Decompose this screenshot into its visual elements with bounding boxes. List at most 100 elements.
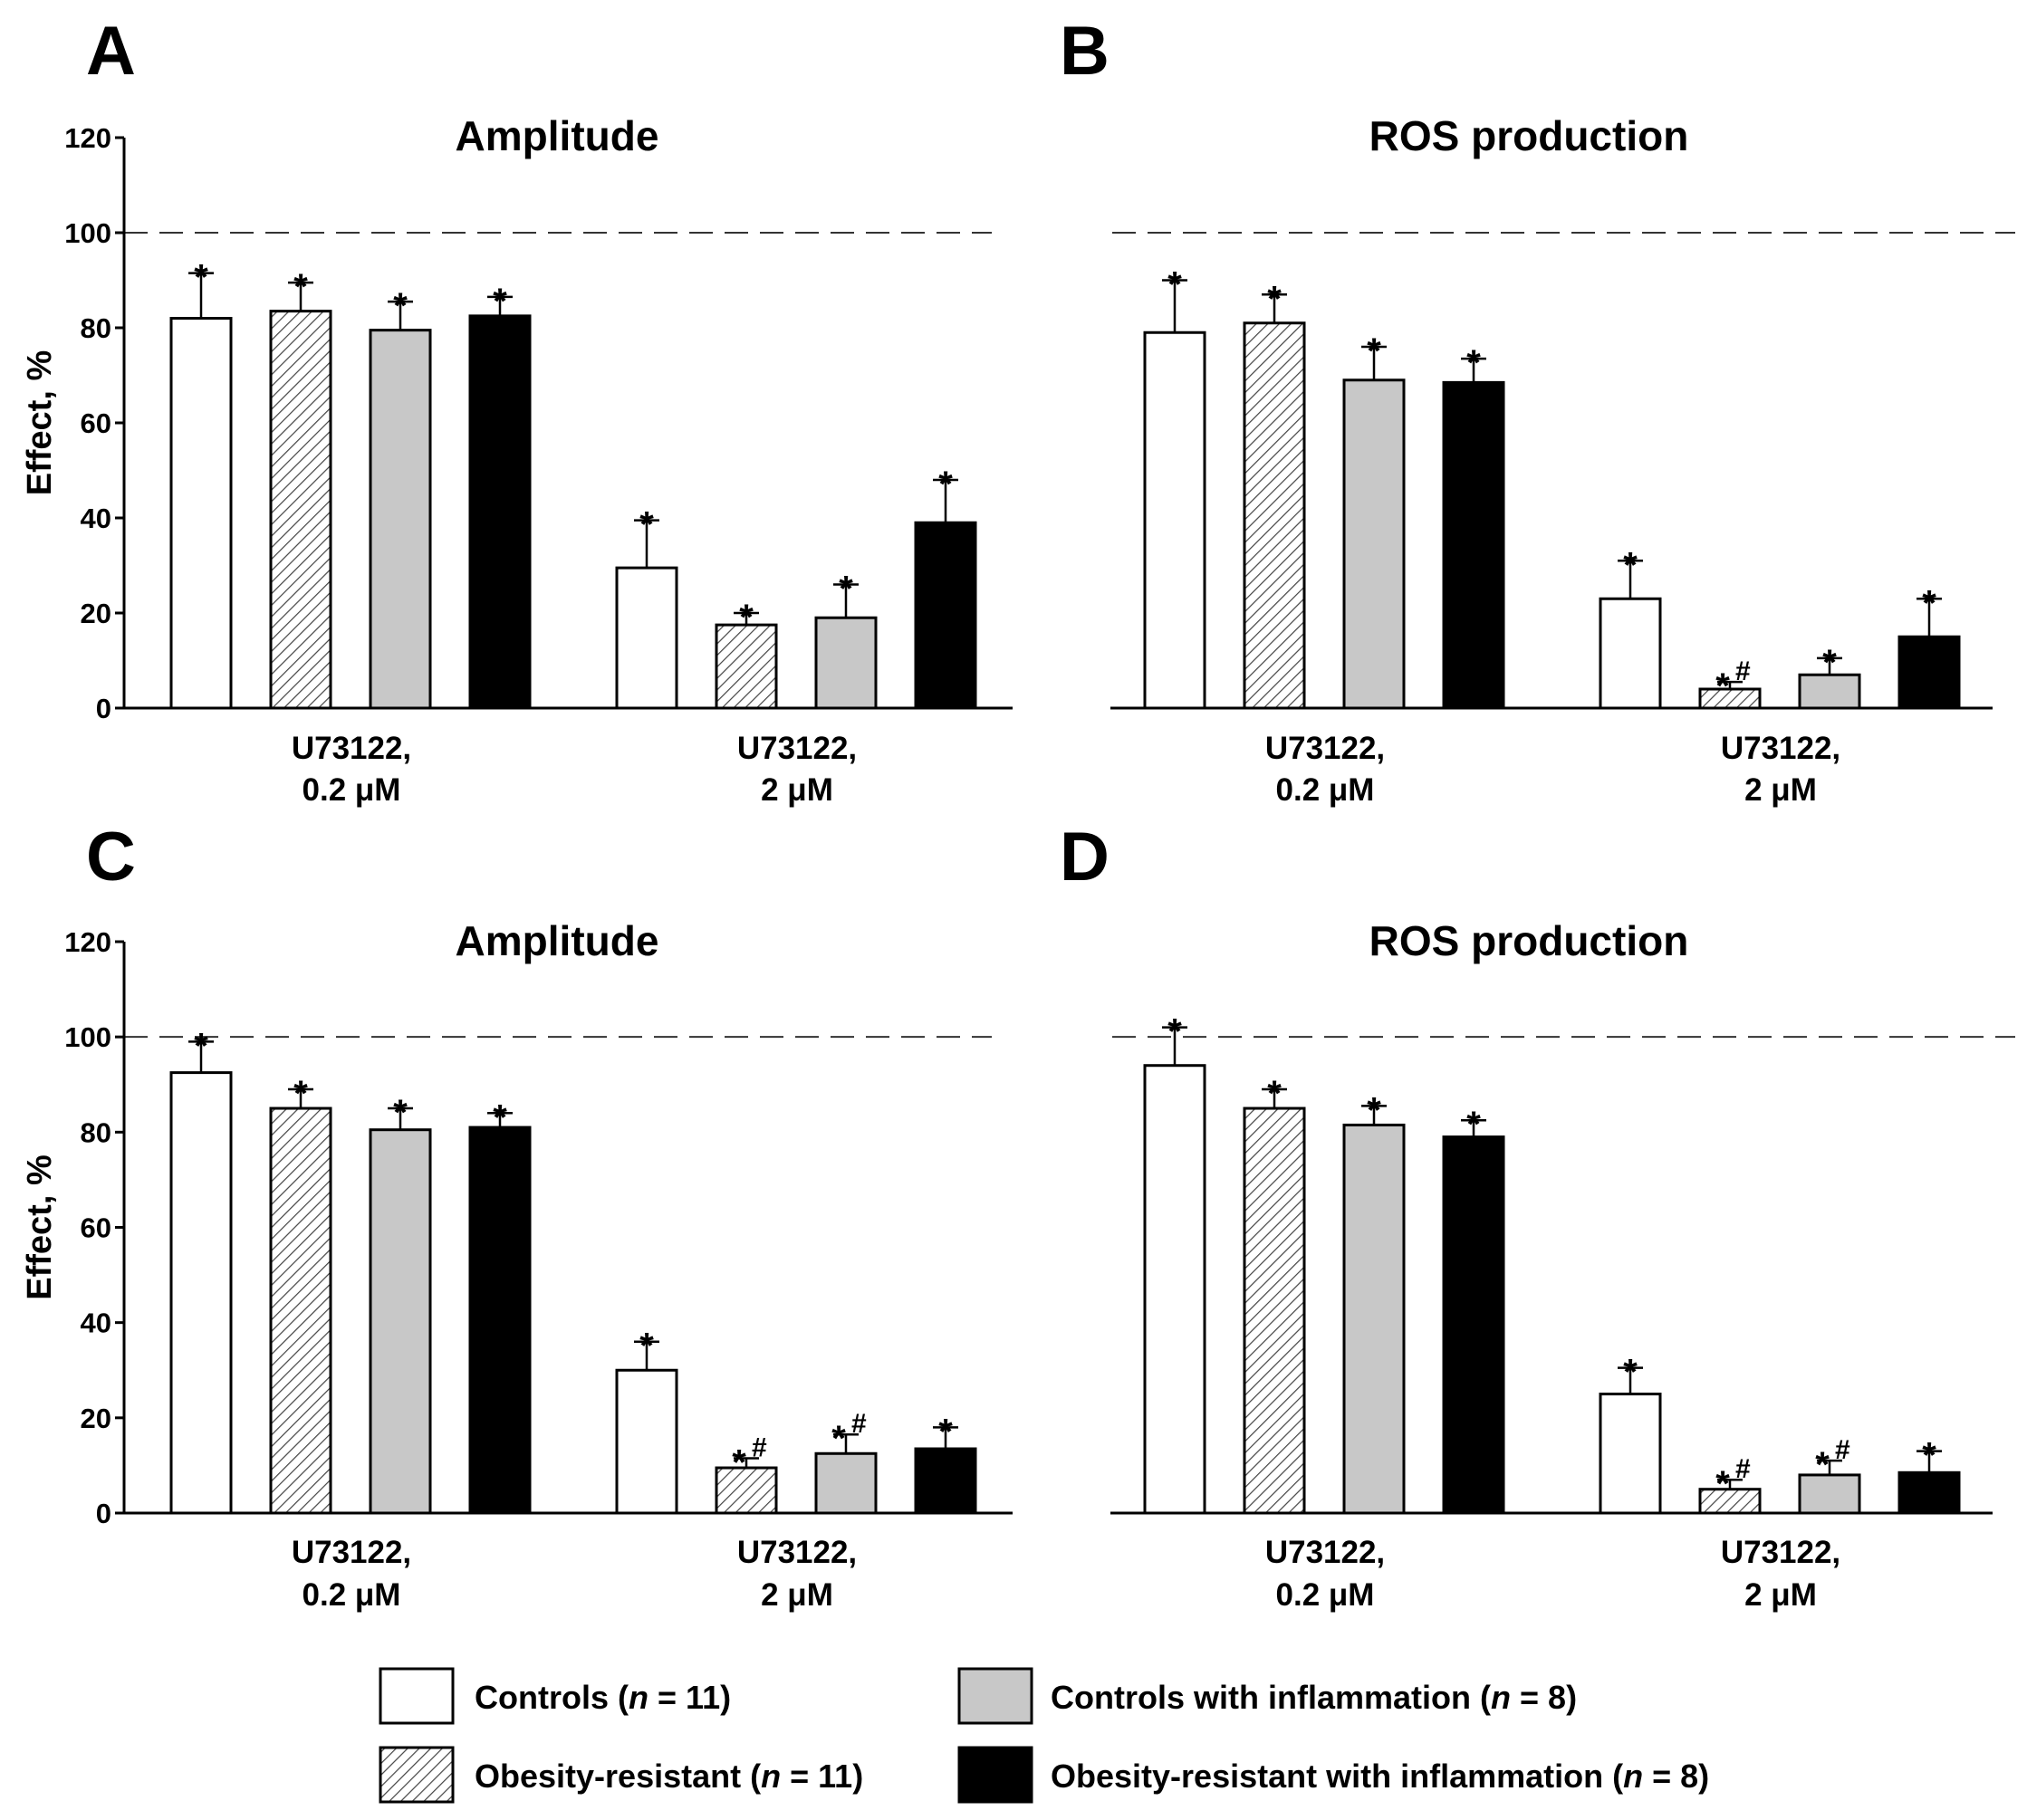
bar [269, 310, 332, 710]
group-label: 2 μM [1744, 1577, 1817, 1613]
bar [914, 1447, 977, 1515]
y-tick-label: 60 [81, 407, 111, 439]
significance-star: * [1466, 343, 1481, 383]
bar [1442, 1135, 1505, 1515]
significance-star: * [393, 286, 408, 326]
bar [468, 314, 532, 710]
bar [914, 521, 977, 710]
bar [1243, 1106, 1306, 1515]
significance-star: * [293, 1074, 308, 1114]
legend-series-name: Obesity-resistant [475, 1758, 741, 1795]
panel-a: A Amplitude 0 20 40 60 80 100 120 Effect, % * * * * U7… [21, 13, 1013, 808]
group-label: 0.2 μM [303, 1577, 401, 1613]
legend-n-value: = 11 [648, 1679, 720, 1716]
legend-item-controls: Controls (n = 11) [379, 1667, 731, 1725]
y-tick-label: 0 [96, 1498, 111, 1529]
legend-label: Controls with inflammation (n = 8) [1051, 1679, 1577, 1716]
significance-star: * [1815, 1445, 1830, 1485]
panel-letter: A [86, 13, 136, 90]
significance-star: * [194, 258, 208, 298]
legend-n-symbol: n [629, 1679, 648, 1716]
significance-star: * [1715, 666, 1730, 706]
y-tick-label: 20 [81, 598, 111, 629]
significance-star: * [839, 570, 853, 609]
panel-title: Amplitude [456, 112, 659, 159]
legend-n-symbol: n [1491, 1679, 1511, 1716]
bar [715, 1466, 778, 1515]
significance-star: * [1367, 331, 1381, 371]
legend-n-symbol: n [761, 1758, 781, 1795]
bar [1342, 378, 1406, 710]
significance-star: * [1167, 1012, 1182, 1052]
significance-star: * [639, 1327, 654, 1366]
significance-star: * [1267, 1074, 1282, 1114]
legend-label: Obesity-resistant with inflammation (n =… [1051, 1758, 1709, 1795]
group-label: 2 μM [761, 772, 833, 808]
significance-star: * [393, 1093, 408, 1133]
significance-star: * [1623, 1353, 1638, 1393]
group-label: 0.2 μM [1276, 772, 1375, 808]
significance-star: * [1167, 265, 1182, 305]
bar [369, 1128, 432, 1515]
legend-swatch [957, 1667, 1033, 1725]
group-label: U73122, [1721, 1535, 1840, 1570]
y-tick-label: 0 [96, 693, 111, 724]
bar [269, 1106, 332, 1515]
bar [1243, 321, 1306, 710]
significance-hash: # [1835, 1435, 1850, 1465]
y-tick-label: 40 [81, 503, 111, 534]
bar [1599, 1393, 1662, 1515]
significance-star: * [1715, 1464, 1730, 1504]
group-label: U73122, [1265, 731, 1385, 766]
group-label: 2 μM [1744, 772, 1817, 808]
panel-letter: B [1060, 13, 1110, 90]
significance-hash: # [1735, 656, 1751, 686]
group-label: U73122, [292, 731, 411, 766]
group-label: U73122, [1265, 1535, 1385, 1570]
significance-star: * [938, 1412, 953, 1451]
bar [1698, 1488, 1762, 1515]
significance-hash: # [1735, 1454, 1751, 1484]
legend-swatch [957, 1746, 1033, 1804]
group-label: U73122, [737, 1535, 857, 1570]
significance-star: * [493, 282, 507, 321]
bar [468, 1126, 532, 1515]
group-label: 0.2 μM [1276, 1577, 1375, 1613]
legend-paren-close: ) [852, 1758, 863, 1795]
y-tick-label: 100 [64, 217, 111, 249]
bar [615, 566, 678, 710]
legend-item-obesity-resistant: Obesity-resistant (n = 11) [379, 1746, 863, 1804]
significance-hash: # [752, 1433, 767, 1463]
legend-paren-open: ( [609, 1679, 629, 1716]
y-tick-label: 100 [64, 1021, 111, 1053]
y-tick-label: 120 [64, 122, 111, 154]
significance-star: * [831, 1419, 846, 1459]
bar [814, 616, 878, 710]
legend-paren-open: ( [1603, 1758, 1623, 1795]
legend-paren-close: ) [1698, 1758, 1709, 1795]
bar [169, 317, 233, 710]
group-label: U73122, [292, 1535, 411, 1570]
chart-panels: A Amplitude 0 20 40 60 80 100 120 Effect, % * * * * U7… [21, 13, 2015, 1613]
significance-hash: # [851, 1409, 867, 1439]
significance-star: * [1267, 279, 1282, 319]
bar [1442, 380, 1505, 710]
panel-title: Amplitude [456, 917, 659, 964]
significance-star: * [1922, 1436, 1936, 1476]
legend-paren-open: ( [1471, 1679, 1491, 1716]
group-label: U73122, [737, 731, 857, 766]
bar [1897, 1470, 1961, 1515]
bar [615, 1368, 678, 1515]
legend-label: Obesity-resistant (n = 11) [475, 1758, 863, 1795]
y-axis-label: Effect, % [21, 350, 59, 495]
legend-n-value: = 8 [1643, 1758, 1698, 1795]
legend-paren-close: ) [1566, 1679, 1577, 1716]
panel-c: C Amplitude 0 20 40 60 80 100 120 Effect, % * * * * U7… [21, 819, 1013, 1613]
bar [1143, 330, 1206, 710]
bar [369, 329, 432, 710]
legend-paren-close: ) [720, 1679, 731, 1716]
panel-letter: D [1060, 819, 1110, 896]
legend-item-obesity-resistant-inflammation: Obesity-resistant with inflammation (n =… [957, 1746, 1709, 1804]
significance-star: * [493, 1097, 507, 1137]
